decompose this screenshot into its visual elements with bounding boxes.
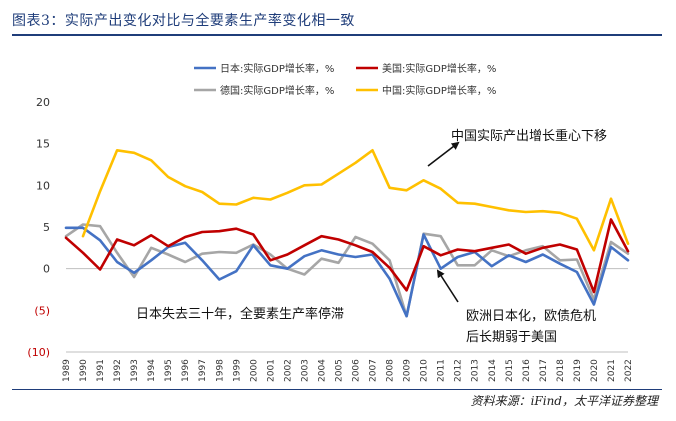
y-tick-label: (10): [27, 346, 50, 359]
x-tick-label: 2005: [334, 359, 344, 382]
x-tick-label: 2000: [249, 359, 259, 382]
y-tick-label: (5): [34, 304, 50, 317]
series-line-0: [64, 226, 630, 318]
chart-title: 图表3：实际产出变化对比与全要素生产率变化相一致: [12, 13, 355, 29]
y-tick-label: 0: [43, 263, 50, 276]
series-line-1: [64, 218, 630, 294]
annotation-china-shift: 中国实际产出增长重心下移: [451, 128, 607, 144]
x-tick-label: 2003: [300, 359, 310, 382]
source-note: 资料来源：iFind，太平洋证券整理: [470, 394, 658, 408]
arrow-china-shift: [427, 141, 460, 167]
x-tick-label: 2017: [539, 359, 549, 382]
x-tick-label: 2019: [573, 359, 583, 382]
y-tick-label: 10: [36, 179, 50, 192]
x-tick-label: 1997: [198, 359, 208, 382]
y-tick-label: 20: [36, 96, 50, 109]
x-tick-label: 1992: [113, 359, 123, 382]
x-tick-label: 1995: [164, 359, 174, 382]
footer-rule: [12, 389, 662, 390]
x-axis: 1989 1990 1991 1992 1993 1994 1995 1996 1997 1998…: [62, 268, 634, 382]
x-tick-label: 1994: [147, 359, 157, 382]
legend-label: 日本:实际GDP增长率，%: [220, 62, 334, 75]
title-underline: [12, 34, 662, 36]
x-tick-label: 1996: [181, 359, 191, 382]
x-tick-label: 2011: [437, 359, 447, 382]
series-lines: [64, 149, 630, 318]
x-tick-label: 2021: [607, 359, 617, 382]
x-tick-label: 2016: [522, 359, 532, 382]
x-tick-label: 1991: [96, 359, 106, 382]
x-tick-label: 2004: [317, 359, 327, 382]
legend-label: 中国:实际GDP增长率，%: [382, 84, 496, 97]
x-tick-label: 2008: [386, 359, 396, 382]
x-tick-label: 1990: [79, 359, 89, 382]
x-tick-label: 2015: [505, 359, 515, 382]
y-tick-label: 15: [36, 138, 50, 151]
x-tick-label: 2014: [488, 359, 498, 382]
y-axis: 20 15 10 5 0 (5) (10): [27, 96, 50, 359]
x-tick-label: 1993: [130, 359, 140, 382]
x-tick-label: 2020: [590, 359, 600, 382]
x-tick-label: 2018: [556, 359, 566, 382]
x-tick-label: 2006: [352, 359, 362, 382]
x-tick-label: 2022: [624, 359, 634, 382]
annotation-japan-stagnation: 日本失去三十年，全要素生产率停滞: [136, 306, 344, 322]
x-tick-label: 2013: [471, 359, 481, 382]
x-tick-label: 2012: [454, 359, 464, 382]
legend-label: 德国:实际GDP增长率，%: [220, 84, 334, 97]
x-tick-label: 1989: [62, 359, 72, 382]
x-tick-label: 2010: [420, 359, 430, 382]
x-tick-label: 2009: [403, 359, 413, 382]
y-tick-label: 5: [43, 221, 50, 234]
annotation-europe-2: 后长期弱于美国: [466, 330, 557, 345]
arrow-europe: [436, 269, 459, 303]
x-tick-label: 2007: [369, 359, 379, 382]
legend-label: 美国:实际GDP增长率，%: [382, 62, 496, 75]
x-tick-label: 1998: [215, 359, 225, 382]
x-tick-label: 2001: [266, 359, 276, 382]
series-line-3: [81, 149, 630, 252]
x-tick-label: 1999: [232, 359, 242, 382]
legend: 日本:实际GDP增长率，% 美国:实际GDP增长率，% 德国:实际GDP增长率，% 中…: [194, 62, 496, 97]
annotation-europe-1: 欧洲日本化，欧债危机: [466, 309, 596, 324]
x-tick-label: 2002: [283, 359, 293, 382]
series-line-2: [64, 223, 630, 318]
